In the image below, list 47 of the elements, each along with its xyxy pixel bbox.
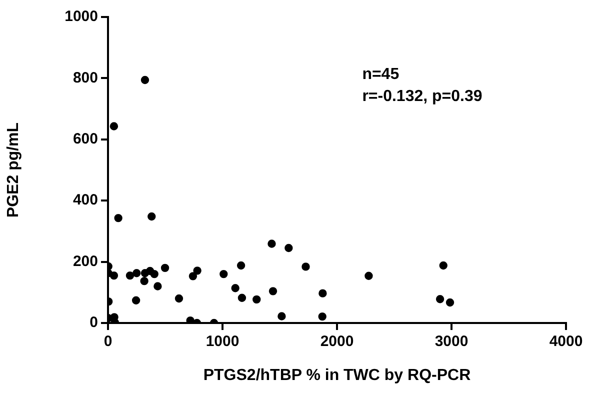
point (284, 244, 293, 252)
point (439, 261, 448, 270)
point (268, 240, 276, 248)
x-tick-label: 1000 (206, 333, 240, 350)
point (318, 312, 326, 321)
point (231, 284, 240, 292)
point (154, 282, 162, 290)
point (174, 294, 184, 303)
x-tick-label: 2000 (320, 333, 354, 350)
point (236, 261, 246, 270)
point (318, 289, 327, 298)
point (238, 294, 246, 302)
point (252, 295, 261, 304)
point (110, 122, 118, 130)
point (446, 298, 454, 307)
x-tick-label: 3000 (434, 333, 468, 350)
point (186, 316, 194, 323)
point (220, 270, 228, 278)
y-tick-label: 400 (72, 192, 98, 209)
x-tick-label: 0 (104, 333, 112, 350)
point (278, 312, 286, 320)
point (188, 272, 198, 280)
y-tick-label: 0 (90, 314, 98, 332)
point (132, 296, 140, 304)
point (110, 271, 118, 280)
y-tick-label: 1000 (64, 8, 98, 26)
point (132, 269, 141, 278)
point (148, 212, 156, 221)
y-axis-title: PGE2 pg/mL (5, 122, 22, 218)
point (140, 276, 148, 286)
point (364, 272, 373, 280)
y-tick-label: 600 (72, 130, 98, 148)
point (140, 76, 150, 84)
y-tick-label: 200 (72, 252, 98, 270)
point (193, 266, 202, 275)
y-tick-label: 800 (72, 69, 98, 86)
point (126, 271, 134, 280)
point (114, 214, 122, 222)
annotation: n=45 (362, 66, 400, 83)
point (160, 264, 170, 272)
x-axis-title: PTGS2/hTBP % in TWC by RQ-PCR (203, 366, 472, 384)
point (302, 262, 310, 271)
point (436, 295, 444, 304)
annotation: r=-0.132, p=0.39 (362, 88, 482, 105)
x-tick-label: 4000 (549, 333, 583, 350)
point (150, 270, 158, 278)
point (268, 287, 278, 296)
